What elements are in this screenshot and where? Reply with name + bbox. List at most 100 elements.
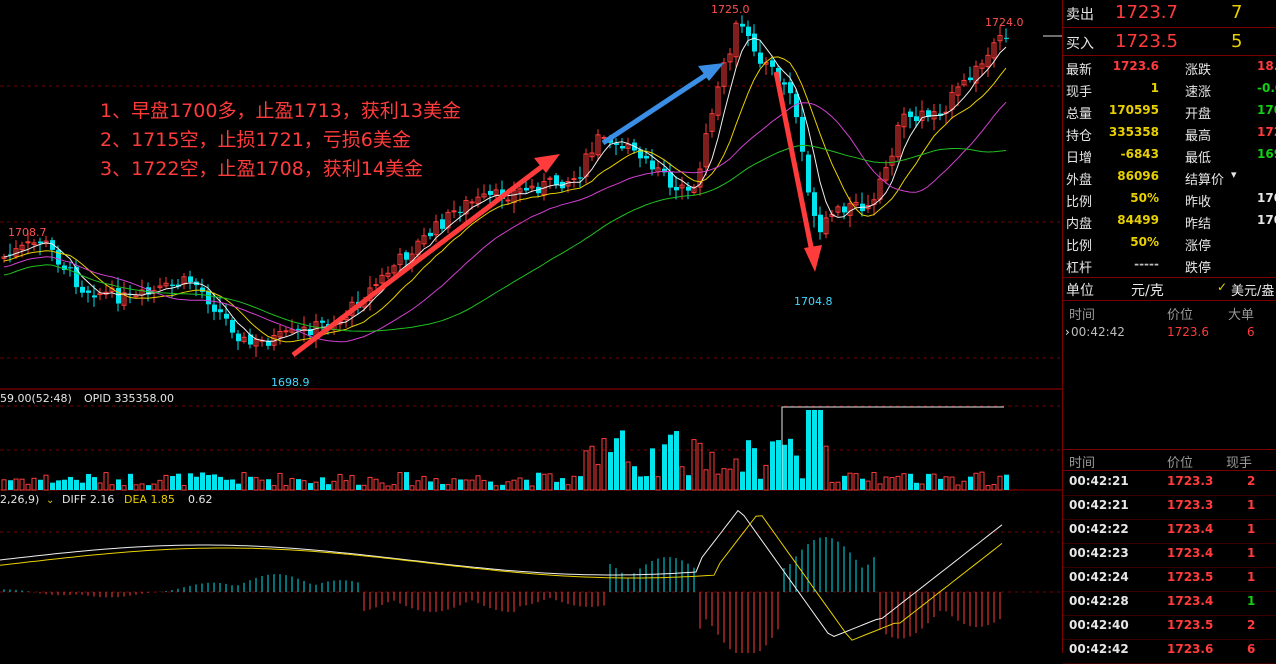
volume-bar: [560, 478, 565, 490]
volume-bar: [770, 441, 775, 490]
tick-qty: 6: [1247, 642, 1256, 656]
tick-row[interactable]: 00:42:23 1723.4 1: [1063, 546, 1276, 566]
volume-bar: [236, 483, 241, 490]
kline-chart[interactable]: 1725.0 1724.0 1708.7 1698.9 1704.8 1、早盘1…: [0, 0, 1062, 653]
volume-bar: [68, 476, 73, 490]
volume-bar: [758, 478, 763, 490]
volume-bar: [157, 479, 163, 491]
volume-bar: [968, 476, 973, 490]
volume-bar: [601, 438, 607, 491]
volume-bar: [991, 484, 997, 491]
unit-option[interactable]: 美元/盎: [1231, 284, 1275, 299]
stat-key-2: 涨跌: [1185, 63, 1212, 78]
volume-bar: [212, 474, 217, 490]
candle-body: [614, 143, 619, 145]
stat-key-2: 涨停: [1185, 239, 1212, 254]
candle-body: [469, 201, 475, 204]
candle-body: [385, 272, 391, 277]
candle-body: [733, 22, 739, 58]
volume-bar: [151, 483, 157, 491]
stat-value-2: 172: [1257, 125, 1276, 139]
tick-row[interactable]: 00:42:22 1723.4 1: [1063, 522, 1276, 542]
volume-bar: [139, 483, 145, 491]
check-icon[interactable]: ✓: [1217, 280, 1228, 294]
volume-bar: [674, 431, 679, 490]
candle-body: [206, 291, 211, 305]
candle-body: [248, 334, 253, 345]
quote-panel: 卖出 1723.7 7 买入 1723.5 5 最新 1723.6 涨跌 18.8/1…: [1062, 0, 1276, 664]
volume-bar: [326, 484, 331, 490]
volume-bar: [428, 481, 433, 490]
candle-body: [679, 184, 685, 189]
volume-bar: [253, 477, 259, 491]
tick-row[interactable]: 00:42:21 1723.3 1: [1063, 498, 1276, 518]
volume-bar: [458, 479, 463, 490]
volume-bar: [794, 455, 799, 490]
candle-body: [788, 82, 793, 94]
stats-row: 总量 170595 开盘 170: [1063, 102, 1276, 122]
candle-body: [80, 286, 85, 293]
stats-row: 日增 -6843 最低 169: [1063, 146, 1276, 166]
stat-key-2: 最高: [1185, 129, 1212, 144]
candle-body: [475, 196, 481, 205]
candle-body: [961, 79, 967, 86]
volume-bar: [806, 410, 811, 490]
big-trade-row[interactable]: › 00:42:42 1723.6 6: [1065, 325, 1255, 339]
volume-bar: [301, 480, 307, 491]
candle-body: [116, 288, 121, 304]
sell-row[interactable]: 卖出 1723.7 7: [1063, 2, 1276, 24]
big-trade-time: 00:42:42: [1071, 325, 1125, 339]
volume-bar: [583, 450, 589, 491]
trade-note-1: 1、早盘1700多，止盈1713，获利13美金: [100, 100, 461, 122]
candle-body: [488, 190, 493, 195]
candle-body: [578, 177, 583, 179]
tick-qty: 1: [1247, 570, 1256, 584]
volume-bar: [889, 477, 895, 491]
red-down-arrowhead: [804, 245, 822, 272]
stats-row: 最新 1723.6 涨跌 18.8/1.1: [1063, 58, 1276, 78]
volume-bar: [595, 463, 601, 491]
volume-bar: [25, 483, 31, 491]
volume-bar: [8, 480, 13, 490]
volume-bar: [230, 479, 235, 490]
volume-bar: [847, 472, 853, 491]
stat-value: 86096: [1117, 169, 1159, 183]
blue-arrowhead: [698, 63, 724, 81]
volume-bar: [655, 476, 661, 491]
volume-bar: [1004, 474, 1009, 490]
tick-row[interactable]: 00:42:42 1723.6 6: [1063, 642, 1276, 662]
volume-bar: [475, 475, 481, 491]
buy-label: 买入: [1066, 36, 1094, 52]
buy-row[interactable]: 买入 1723.5 5: [1063, 31, 1276, 53]
candle-body: [224, 313, 229, 319]
tick-row[interactable]: 00:42:24 1723.5 1: [1063, 570, 1276, 590]
triangle-down-icon[interactable]: ▾: [1231, 168, 1237, 181]
tick-price: 1723.4: [1167, 546, 1214, 560]
volume-bar: [74, 479, 79, 490]
volume-bar: [614, 438, 619, 490]
tick-row[interactable]: 00:42:40 1723.5 2: [1063, 618, 1276, 638]
volume-bar: [997, 475, 1003, 491]
volume-bar: [133, 484, 139, 491]
candle-body: [973, 65, 979, 84]
stat-value: 1: [1150, 81, 1159, 95]
unit-value: 元/克: [1131, 283, 1164, 299]
volume-bar: [973, 472, 979, 491]
volume-bar: [385, 485, 391, 491]
macd-diff: DIFF 2.16: [62, 493, 114, 506]
trade-note-3: 3、1722空，止盈1708，获利14美金: [100, 158, 423, 180]
candle-body: [697, 168, 703, 188]
ma-line: [3, 56, 1007, 343]
stat-key: 总量: [1066, 107, 1093, 122]
candle-body: [283, 330, 289, 333]
volume-bar: [608, 452, 613, 490]
candle-body: [440, 219, 445, 229]
candle-body: [662, 168, 667, 173]
ticks-header: 时间 价位 现手: [1063, 452, 1276, 471]
volume-bar: [919, 483, 925, 491]
tick-qty-header: 现手: [1226, 456, 1253, 471]
volume-bar: [511, 479, 517, 491]
volume-bar: [433, 478, 439, 491]
tick-row[interactable]: 00:42:28 1723.4 1: [1063, 594, 1276, 614]
tick-row[interactable]: 00:42:21 1723.3 2: [1063, 474, 1276, 494]
